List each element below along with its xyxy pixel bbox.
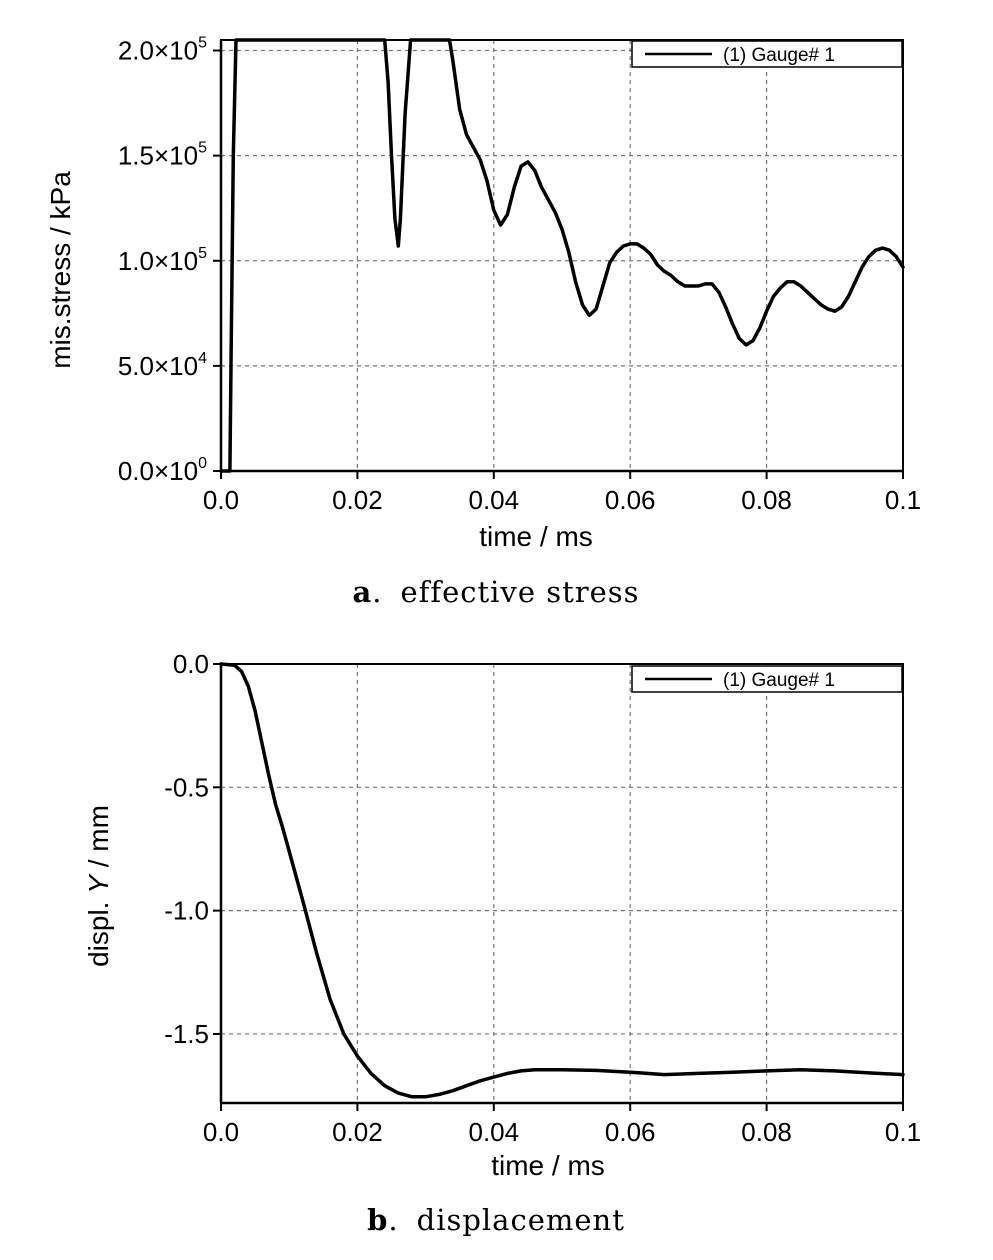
y-tick-label: 5.0×104: [118, 350, 207, 381]
y-axis-label-prefix: displ.: [83, 894, 114, 967]
x-tick-label: 0.04: [468, 1117, 519, 1147]
x-tick-labels: 0.0 0.02 0.04 0.06 0.08 0.1: [203, 1103, 921, 1147]
x-tick-label: 0.0: [203, 485, 239, 515]
y-tick-label: 1.0×105: [118, 245, 207, 276]
x-tick-label: 0.02: [332, 1117, 383, 1147]
x-tick-label: 0.08: [741, 485, 792, 515]
legend-entry: (1) Gauge# 1: [723, 45, 835, 66]
caption-text: effective stress: [400, 575, 639, 609]
y-axis-label: displ. Y / mm: [83, 805, 114, 967]
caption-separator: .: [388, 1203, 398, 1237]
x-tick-label: 0.08: [741, 1117, 792, 1147]
y-tick-label: 0.0: [173, 649, 209, 679]
figure-caption-a: a. effective stress: [352, 575, 639, 609]
y-axis-label-variable: Y: [83, 873, 114, 894]
y-tick-label: 1.5×105: [118, 140, 207, 171]
x-tick-label: 0.04: [468, 485, 519, 515]
x-tick-label: 0.1: [885, 485, 921, 515]
x-tick-label: 0.0: [203, 1117, 239, 1147]
y-tick-label: -1.5: [164, 1019, 209, 1049]
y-tick-label: -1.0: [164, 896, 209, 926]
gridlines: [221, 40, 903, 471]
caption-text: displacement: [417, 1203, 625, 1237]
x-axis-label: time / ms: [479, 521, 593, 552]
chart-displacement: 0.0 -0.5 -1.0 -1.5 0.0 0.02 0.04 0.06 0.08 0.1 (…: [83, 649, 921, 1237]
x-tick-label: 0.02: [332, 485, 383, 515]
x-axis-label: time / ms: [491, 1150, 605, 1181]
x-tick-label: 0.1: [885, 1117, 921, 1147]
y-tick-label: 0.0×100: [118, 455, 207, 486]
x-tick-label: 0.06: [605, 485, 656, 515]
y-tick-label: 2.0×105: [118, 35, 207, 66]
series-line-gauge-1: [219, 38, 905, 473]
series-line-gauge-1: [219, 662, 905, 1099]
caption-letter: a: [352, 575, 372, 609]
plot-frame: [220, 663, 904, 1104]
y-axis-label: mis.stress / kPa: [45, 171, 76, 369]
y-tick-label: -0.5: [164, 772, 209, 802]
x-tick-labels: 0.0 0.02 0.04 0.06 0.08 0.1: [203, 471, 921, 515]
y-axis-label-suffix: / mm: [83, 805, 114, 875]
legend-entry: (1) Gauge# 1: [723, 670, 835, 691]
figure-caption-b: b. displacement: [367, 1203, 625, 1237]
legend: (1) Gauge# 1: [631, 40, 903, 68]
legend: (1) Gauge# 1: [631, 665, 903, 693]
plot-frame: [220, 39, 904, 472]
caption-letter: b: [367, 1203, 388, 1237]
gridlines: [221, 664, 903, 1103]
y-tick-labels: 0.0×100 5.0×104 1.0×105 1.5×105 2.0×105: [118, 35, 221, 486]
y-tick-labels: 0.0 -0.5 -1.0 -1.5: [164, 649, 221, 1049]
caption-separator: .: [372, 575, 382, 609]
x-tick-label: 0.06: [605, 1117, 656, 1147]
